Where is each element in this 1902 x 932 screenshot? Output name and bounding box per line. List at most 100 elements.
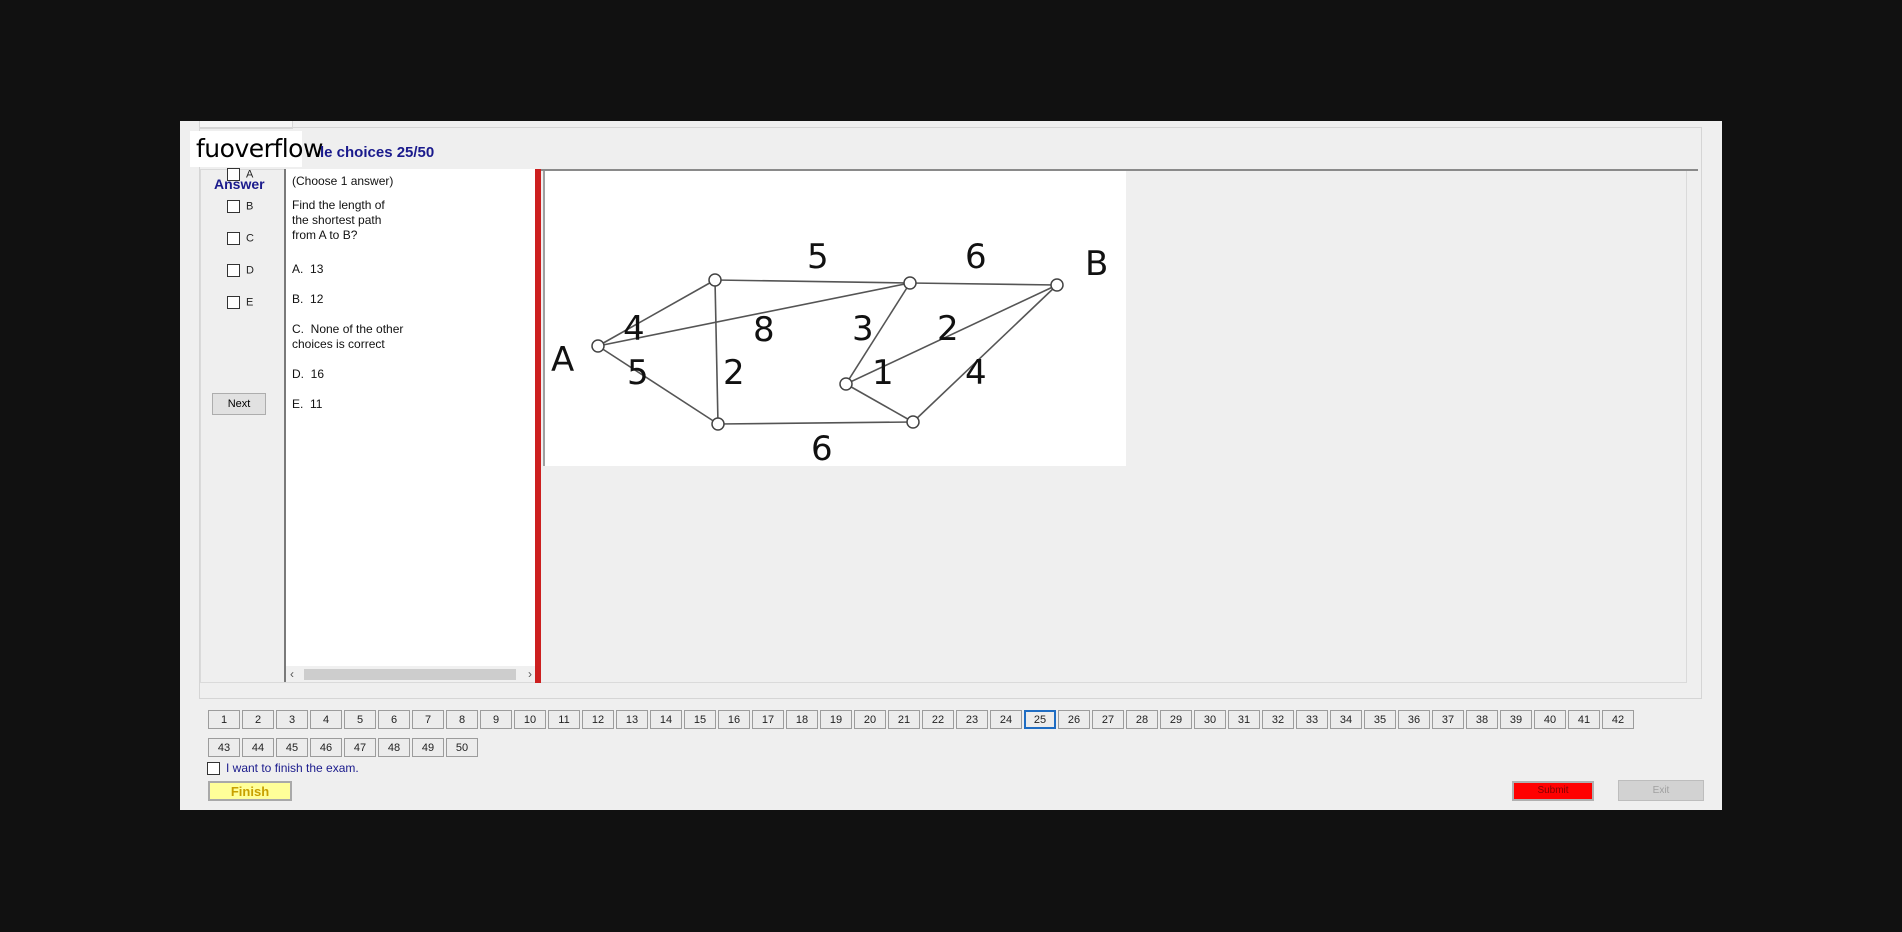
- page-button-45[interactable]: 45: [276, 738, 308, 757]
- graph-node: [906, 415, 920, 429]
- node-label-a: A: [551, 340, 574, 380]
- scroll-left-icon[interactable]: ‹: [290, 667, 294, 681]
- graph-edge: [714, 279, 911, 284]
- page-button-2[interactable]: 2: [242, 710, 274, 729]
- page-button-48[interactable]: 48: [378, 738, 410, 757]
- graph-edge: [597, 279, 716, 347]
- question-line-3: from A to B?: [292, 228, 358, 242]
- page-button-21[interactable]: 21: [888, 710, 920, 729]
- page-button-40[interactable]: 40: [1534, 710, 1566, 729]
- scrollbar-thumb[interactable]: [304, 669, 516, 680]
- exam-window: fuoverflow le choices 25/50 Answer A B C…: [180, 121, 1722, 810]
- panel-splitter[interactable]: [535, 169, 541, 683]
- header-rule: [286, 169, 1698, 171]
- page-button-14[interactable]: 14: [650, 710, 682, 729]
- finish-checkbox-label: I want to finish the exam.: [226, 761, 359, 775]
- edge-weight: 2: [723, 353, 745, 393]
- page-button-27[interactable]: 27: [1092, 710, 1124, 729]
- finish-button[interactable]: Finish: [208, 781, 292, 801]
- page-button-13[interactable]: 13: [616, 710, 648, 729]
- page-button-34[interactable]: 34: [1330, 710, 1362, 729]
- page-button-3[interactable]: 3: [276, 710, 308, 729]
- answer-option-a[interactable]: A: [227, 168, 253, 182]
- graph-edge: [597, 345, 719, 425]
- page-button-19[interactable]: 19: [820, 710, 852, 729]
- page-button-4[interactable]: 4: [310, 710, 342, 729]
- node-label-b: B: [1085, 244, 1108, 284]
- edge-weight: 5: [627, 353, 649, 393]
- page-button-26[interactable]: 26: [1058, 710, 1090, 729]
- page-button-18[interactable]: 18: [786, 710, 818, 729]
- page-button-20[interactable]: 20: [854, 710, 886, 729]
- page-button-6[interactable]: 6: [378, 710, 410, 729]
- page-button-10[interactable]: 10: [514, 710, 546, 729]
- page-button-32[interactable]: 32: [1262, 710, 1294, 729]
- page-button-46[interactable]: 46: [310, 738, 342, 757]
- page-button-38[interactable]: 38: [1466, 710, 1498, 729]
- page-button-12[interactable]: 12: [582, 710, 614, 729]
- question-text-panel: (Choose 1 answer) Find the length of the…: [284, 169, 536, 682]
- graph-node: [591, 339, 605, 353]
- page-button-22[interactable]: 22: [922, 710, 954, 729]
- graph-edge: [845, 383, 914, 423]
- page-button-31[interactable]: 31: [1228, 710, 1260, 729]
- page-button-23[interactable]: 23: [956, 710, 988, 729]
- checkbox-d[interactable]: [227, 264, 240, 277]
- checkbox-b[interactable]: [227, 200, 240, 213]
- page-button-50[interactable]: 50: [446, 738, 478, 757]
- answer-option-label: B: [246, 200, 254, 213]
- answer-option-c[interactable]: C: [227, 232, 254, 246]
- page-button-49[interactable]: 49: [412, 738, 444, 757]
- page-button-44[interactable]: 44: [242, 738, 274, 757]
- page-button-7[interactable]: 7: [412, 710, 444, 729]
- horizontal-scrollbar[interactable]: ‹ ›: [286, 666, 536, 682]
- finish-checkbox-box[interactable]: [207, 762, 220, 776]
- exit-button[interactable]: Exit: [1618, 780, 1704, 801]
- edge-weight: 5: [807, 237, 829, 277]
- page-button-8[interactable]: 8: [446, 710, 478, 729]
- tab-stub[interactable]: [199, 121, 293, 129]
- page-button-36[interactable]: 36: [1398, 710, 1430, 729]
- checkbox-c[interactable]: [227, 232, 240, 245]
- choice-text: 11: [310, 397, 323, 411]
- next-button[interactable]: Next: [212, 393, 266, 415]
- checkbox-e[interactable]: [227, 296, 240, 309]
- page-button-11[interactable]: 11: [548, 710, 580, 729]
- page-button-16[interactable]: 16: [718, 710, 750, 729]
- graph-diagram: A B 4 5 5 2 8 6 3 2 1 4 6: [551, 237, 1108, 466]
- page-button-42[interactable]: 42: [1602, 710, 1634, 729]
- page-button-15[interactable]: 15: [684, 710, 716, 729]
- page-button-1[interactable]: 1: [208, 710, 240, 729]
- answer-option-b[interactable]: B: [227, 200, 253, 214]
- finish-exam-checkbox[interactable]: I want to finish the exam.: [207, 761, 359, 776]
- page-button-39[interactable]: 39: [1500, 710, 1532, 729]
- question-figure: A B 4 5 5 2 8 6 3 2 1 4 6: [543, 171, 1126, 466]
- choice-e: E. 11: [292, 397, 322, 412]
- choice-text: 13: [310, 262, 324, 276]
- page-button-43[interactable]: 43: [208, 738, 240, 757]
- graph-node: [711, 417, 725, 431]
- page-button-35[interactable]: 35: [1364, 710, 1396, 729]
- graph-edge: [845, 284, 1058, 385]
- page-button-17[interactable]: 17: [752, 710, 784, 729]
- page-title: le choices 25/50: [320, 144, 435, 161]
- answer-option-d[interactable]: D: [227, 264, 254, 278]
- page-button-28[interactable]: 28: [1126, 710, 1158, 729]
- scroll-right-icon[interactable]: ›: [528, 667, 532, 681]
- page-button-9[interactable]: 9: [480, 710, 512, 729]
- submit-button[interactable]: Submit: [1512, 781, 1594, 801]
- checkbox-a[interactable]: [227, 168, 240, 181]
- page-button-30[interactable]: 30: [1194, 710, 1226, 729]
- page-button-41[interactable]: 41: [1568, 710, 1600, 729]
- page-button-47[interactable]: 47: [344, 738, 376, 757]
- page-button-5[interactable]: 5: [344, 710, 376, 729]
- page-button-37[interactable]: 37: [1432, 710, 1464, 729]
- graph-edge: [909, 282, 1058, 286]
- graph-edge: [845, 282, 911, 385]
- page-button-24[interactable]: 24: [990, 710, 1022, 729]
- answer-option-e[interactable]: E: [227, 296, 253, 310]
- page-button-33[interactable]: 33: [1296, 710, 1328, 729]
- page-button-29[interactable]: 29: [1160, 710, 1192, 729]
- graph-node: [1050, 278, 1064, 292]
- page-button-25[interactable]: 25: [1024, 710, 1056, 729]
